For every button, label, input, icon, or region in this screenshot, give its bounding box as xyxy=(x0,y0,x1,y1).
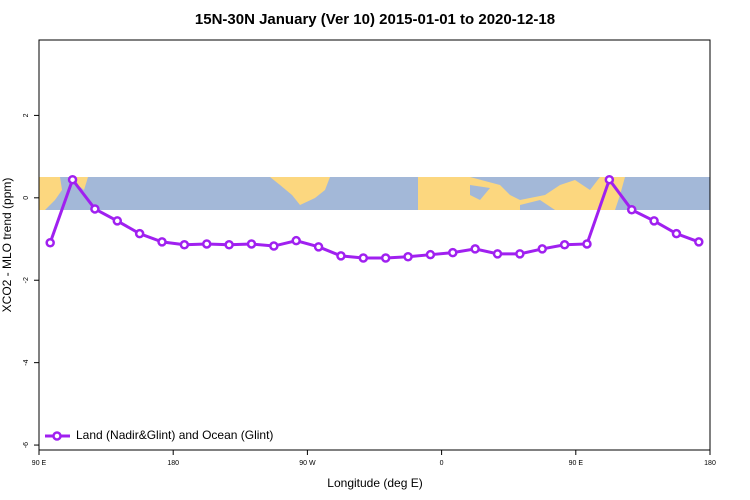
data-point xyxy=(291,235,301,246)
chart-title: 15N-30N January (Ver 10) 2015-01-01 to 2… xyxy=(195,11,555,28)
x-tick-label: 90 W xyxy=(299,460,316,467)
data-point xyxy=(157,237,167,247)
data-point xyxy=(582,239,592,249)
data-point xyxy=(537,244,547,254)
data-point xyxy=(67,174,78,185)
x-tick-label: 90 E xyxy=(32,460,47,467)
x-tick-label: 90 E xyxy=(569,460,584,467)
data-point xyxy=(649,216,659,226)
data-point xyxy=(112,216,123,226)
data-point xyxy=(671,228,682,239)
data-point xyxy=(425,249,436,260)
y-tick-label: -6 xyxy=(23,442,30,448)
data-point xyxy=(626,205,637,215)
data-point xyxy=(448,247,458,258)
y-tick-label: 2 xyxy=(23,113,30,117)
y-tick-label: -4 xyxy=(23,359,30,365)
x-axis-label: Longitude (deg E) xyxy=(327,476,422,490)
y-tick-label: 0 xyxy=(23,196,30,200)
x-tick-label: 0 xyxy=(440,460,444,467)
data-point xyxy=(604,174,615,185)
map-band xyxy=(39,177,710,210)
plot-frame xyxy=(38,39,711,451)
x-tick-label: 180 xyxy=(167,460,179,467)
data-point xyxy=(515,249,525,259)
legend-marker xyxy=(52,431,62,441)
data-point xyxy=(336,251,346,261)
data-point xyxy=(358,253,369,263)
y-axis-label: XCO2 - MLO trend (ppm) xyxy=(0,178,14,313)
data-point xyxy=(269,241,279,251)
data-point xyxy=(179,240,190,250)
data-point xyxy=(403,251,413,262)
data-point xyxy=(380,253,391,263)
y-tick-label: -2 xyxy=(23,277,30,283)
data-point xyxy=(492,249,503,259)
data-point xyxy=(134,228,145,239)
data-point xyxy=(559,240,570,250)
data-point xyxy=(45,237,55,248)
data-point xyxy=(313,242,324,252)
data-point xyxy=(694,237,704,247)
data-point xyxy=(224,240,234,250)
legend-label: Land (Nadir&Glint) and Ocean (Glint) xyxy=(76,428,273,442)
data-point xyxy=(202,239,212,249)
data-point xyxy=(90,204,100,214)
x-tick-label: 180 xyxy=(704,460,716,467)
data-point xyxy=(470,244,480,254)
data-point xyxy=(246,239,257,249)
